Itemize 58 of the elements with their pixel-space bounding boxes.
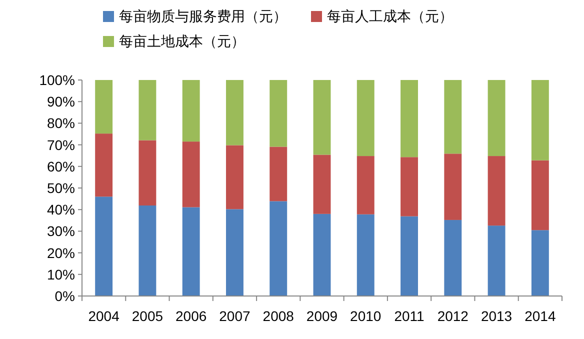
- bar: [444, 80, 462, 154]
- bar: [400, 80, 418, 158]
- x-tick-label: 2011: [394, 308, 425, 324]
- legend-label: 每亩物质与服务费用（元）: [119, 8, 287, 24]
- bar: [444, 154, 462, 220]
- x-tick-label: 2008: [262, 308, 294, 324]
- bar: [226, 80, 244, 146]
- x-tick-label: 2014: [524, 308, 556, 324]
- x-tick-label: 2009: [306, 308, 338, 324]
- bar: [531, 230, 549, 296]
- bar: [400, 216, 418, 296]
- legend-label: 每亩人工成本（元）: [327, 8, 453, 24]
- bar: [531, 160, 549, 230]
- bar: [313, 80, 331, 155]
- bar: [531, 80, 549, 160]
- x-tick-label: 2006: [176, 308, 207, 324]
- bar: [138, 140, 156, 206]
- bar: [95, 134, 113, 197]
- y-tick-label: 10%: [46, 266, 75, 282]
- y-tick-label: 0%: [54, 288, 75, 304]
- bar: [95, 196, 113, 296]
- bar: [313, 214, 331, 296]
- y-tick-label: 100%: [39, 72, 75, 88]
- bar: [270, 80, 288, 147]
- y-tick-label: 80%: [46, 115, 75, 132]
- bar: [444, 220, 462, 296]
- bar: [488, 156, 506, 226]
- bar: [356, 156, 374, 214]
- bar: [488, 80, 506, 156]
- bar: [356, 80, 374, 156]
- bar: [138, 80, 156, 140]
- x-tick-label: 2004: [88, 308, 120, 324]
- bar: [182, 207, 200, 296]
- bar: [488, 226, 506, 296]
- bar: [400, 157, 418, 216]
- bar: [138, 205, 156, 296]
- bar: [182, 142, 200, 208]
- bar: [182, 80, 200, 142]
- y-tick-label: 90%: [46, 94, 75, 110]
- x-tick-label: 2005: [132, 308, 164, 324]
- y-tick-label: 70%: [46, 136, 75, 153]
- x-tick-label: 2013: [480, 308, 512, 324]
- y-tick-label: 50%: [46, 180, 75, 196]
- bar: [270, 146, 288, 202]
- y-tick-label: 40%: [46, 202, 75, 218]
- legend-label: 每亩土地成本（元）: [119, 33, 245, 49]
- x-tick-label: 2007: [219, 308, 251, 324]
- y-tick-label: 60%: [46, 158, 75, 174]
- bar: [313, 154, 331, 214]
- y-tick-label: 20%: [46, 244, 75, 261]
- bar: [356, 214, 374, 296]
- x-tick-label: 2012: [437, 308, 469, 324]
- y-tick-label: 30%: [46, 223, 75, 240]
- x-tick-label: 2010: [350, 308, 382, 324]
- bar: [270, 201, 288, 296]
- bar: [226, 209, 244, 296]
- bar: [226, 145, 244, 210]
- bar: [95, 80, 113, 134]
